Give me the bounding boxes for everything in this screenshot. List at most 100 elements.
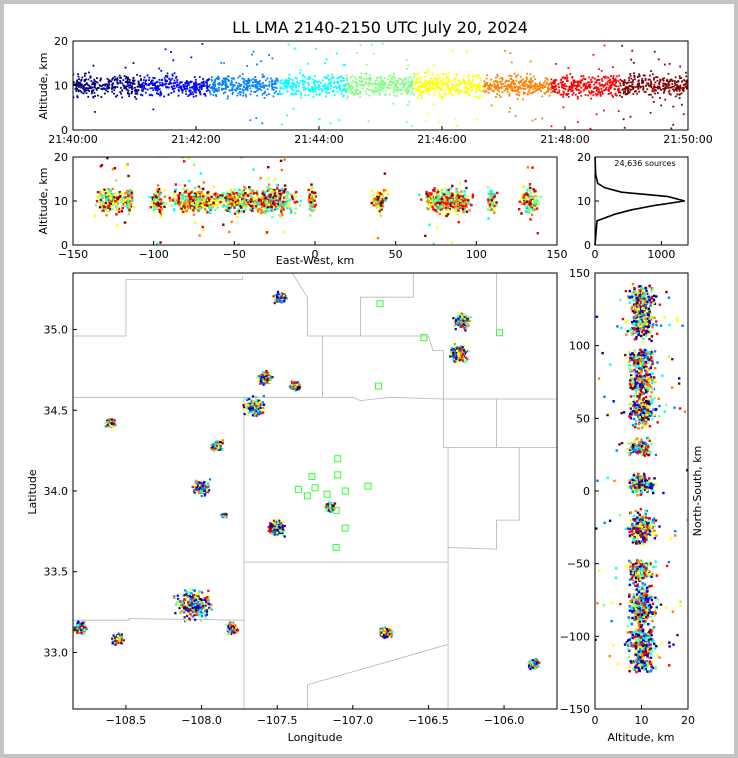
time-height-point: [415, 78, 418, 81]
time-height-point: [363, 78, 366, 80]
time-height-point: [504, 81, 507, 84]
time-height-point: [116, 79, 119, 82]
time-height-point: [528, 84, 531, 87]
time-height-point: [589, 85, 592, 88]
time-height-point: [384, 77, 386, 80]
time-height-point: [595, 79, 598, 82]
ew-height-point: [198, 193, 202, 197]
time-height-point: [561, 76, 564, 79]
ew-height-point: [174, 188, 177, 191]
time-height-point: [197, 89, 200, 92]
time-height-point: [598, 88, 600, 91]
plan-view-point: [275, 294, 278, 297]
ew-height-point: [159, 198, 163, 201]
ew-height-point: [454, 207, 457, 211]
time-height-point: [261, 76, 264, 79]
time-height-point: [281, 87, 284, 89]
time-height-point: [213, 84, 216, 87]
ew-height-point: [218, 202, 221, 205]
ew-height-point: [280, 187, 284, 191]
time-height-point: [158, 81, 161, 84]
ew-height-point: [314, 195, 317, 198]
ew-height-point: [376, 198, 380, 201]
ew-height-point: [197, 185, 201, 188]
time-height-point: [312, 78, 314, 81]
time-height-point: [614, 82, 617, 84]
ew-height-point: [156, 201, 160, 204]
time-height-point: [614, 84, 616, 87]
time-height-point: [313, 88, 315, 91]
time-height-point: [522, 91, 525, 94]
ew-height-point: [130, 191, 133, 194]
time-height-point: [458, 93, 461, 96]
ew-height-point: [170, 198, 173, 202]
county-border: [73, 276, 243, 337]
time-height-point: [674, 76, 677, 79]
ew-height-point: [493, 211, 496, 214]
ew-height-point: [129, 189, 132, 192]
ew-height-point: [229, 206, 232, 209]
plan-view-point: [457, 317, 460, 320]
time-height-point: [302, 82, 305, 85]
ew-height-point: [249, 188, 252, 192]
plan-view-point: [459, 322, 462, 325]
time-height-point: [637, 75, 639, 78]
time-height-point: [408, 101, 411, 103]
time-height-point: [213, 87, 215, 89]
ew-height-point: [467, 199, 470, 202]
ew-height-point: [150, 200, 154, 203]
ew-height-point: [424, 196, 428, 199]
time-height-point: [308, 78, 310, 81]
time-height-point: [394, 83, 397, 85]
ew-height-point: [153, 201, 156, 205]
ew-height-point: [159, 199, 163, 203]
plan-view-point: [282, 300, 285, 303]
time-height-point: [164, 48, 167, 51]
time-height-point: [668, 92, 671, 95]
ew-height-point: [487, 192, 491, 196]
time-height-point: [533, 83, 536, 86]
ew-height-point: [95, 200, 99, 203]
time-height-point: [204, 93, 207, 95]
time-height-point: [520, 79, 523, 82]
time-height-point: [410, 92, 413, 95]
time-height-point: [384, 94, 387, 97]
ew-height-point: [490, 199, 493, 202]
time-height-point: [251, 53, 254, 56]
time-height-point: [224, 78, 227, 81]
ew-height-point: [373, 204, 377, 207]
time-height-point: [604, 82, 607, 85]
ew-height-point: [267, 205, 270, 209]
time-height-point: [473, 84, 476, 87]
time-height-point: [451, 86, 454, 89]
time-height-point: [367, 120, 370, 123]
time-height-point: [403, 85, 405, 87]
time-height-point: [623, 126, 626, 129]
time-height-point: [512, 80, 515, 83]
time-height-point: [123, 75, 126, 77]
time-height-point: [214, 88, 216, 90]
ew-height-point: [118, 191, 121, 194]
time-height-point: [508, 94, 511, 97]
time-height-point: [528, 92, 531, 95]
ew-height-point: [256, 203, 260, 206]
plan-view-point: [283, 294, 286, 297]
time-height-point: [681, 80, 684, 83]
time-height-point: [92, 95, 95, 98]
ew-height-point: [123, 221, 127, 224]
time-height-point: [161, 78, 164, 81]
time-height-point: [414, 87, 416, 90]
time-height-point: [534, 78, 537, 81]
ew-height-point: [256, 209, 260, 212]
time-height-point: [166, 75, 169, 78]
time-height-point: [194, 91, 197, 94]
ew-height-point: [229, 195, 232, 199]
time-height-point: [393, 90, 395, 93]
time-height-point: [409, 76, 412, 79]
time-height-point: [606, 81, 609, 84]
ew-height-point: [102, 204, 106, 208]
time-height-point: [611, 94, 613, 97]
time-height-point: [293, 82, 295, 85]
time-height-point: [333, 94, 336, 97]
time-height-point: [252, 81, 255, 84]
